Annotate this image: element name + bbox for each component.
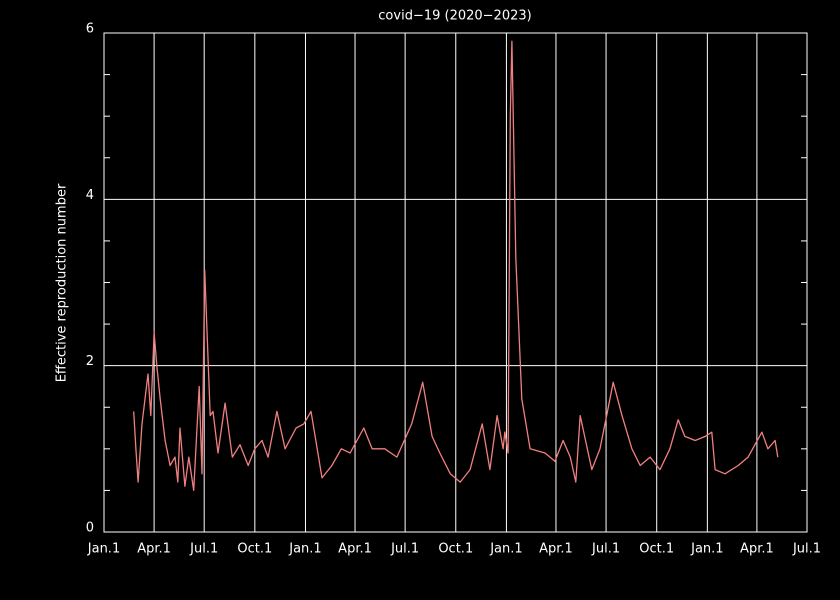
- y-tick-label: 4: [86, 188, 94, 203]
- chart-title: covid−19 (2020−2023): [378, 9, 531, 24]
- x-tick-label: Jan.1: [87, 542, 120, 557]
- x-tick-label: Jan.1: [489, 542, 522, 557]
- x-tick-label: Apr.1: [137, 542, 171, 557]
- x-tick-label: Jan.1: [288, 542, 321, 557]
- x-tick-label: Jul.1: [390, 542, 419, 557]
- y-tick-label: 0: [86, 521, 94, 536]
- y-axis-label: Effective reproduction number: [55, 183, 70, 382]
- x-tick-label: Oct.1: [639, 542, 674, 557]
- x-tick-label: Jan.1: [690, 542, 723, 557]
- x-tick-label: Jul.1: [792, 542, 821, 557]
- y-tick-label: 2: [86, 354, 94, 369]
- y-tick-label: 6: [86, 22, 94, 37]
- x-tick-label: Apr.1: [338, 542, 372, 557]
- x-tick-label: Apr.1: [740, 542, 774, 557]
- data-line: [133, 40, 779, 492]
- x-tick-label: Oct.1: [438, 542, 473, 557]
- x-tick-label: Jul.1: [591, 542, 620, 557]
- x-tick-label: Jul.1: [189, 542, 218, 557]
- x-tick-label: Oct.1: [237, 542, 272, 557]
- x-tick-label: Apr.1: [539, 542, 573, 557]
